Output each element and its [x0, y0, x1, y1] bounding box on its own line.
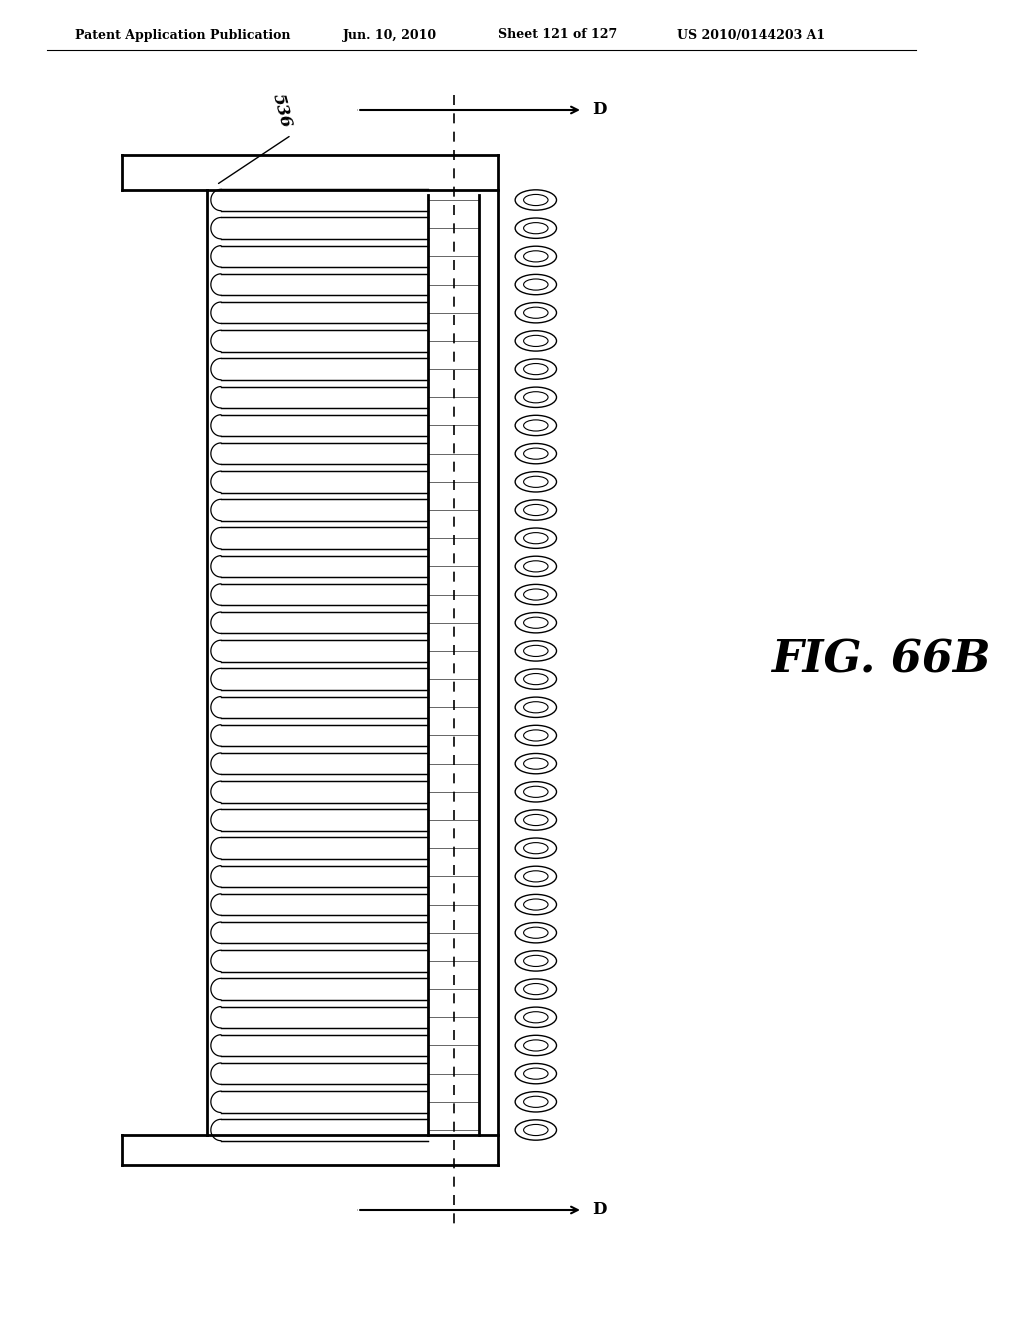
Text: Sheet 121 of 127: Sheet 121 of 127 [499, 29, 617, 41]
Text: FIG. 66B: FIG. 66B [771, 639, 990, 681]
Text: D: D [592, 102, 607, 119]
Text: D: D [592, 1201, 607, 1218]
Text: US 2010/0144203 A1: US 2010/0144203 A1 [677, 29, 825, 41]
Text: Patent Application Publication: Patent Application Publication [75, 29, 291, 41]
Text: Jun. 10, 2010: Jun. 10, 2010 [343, 29, 437, 41]
Text: 536: 536 [269, 92, 295, 129]
